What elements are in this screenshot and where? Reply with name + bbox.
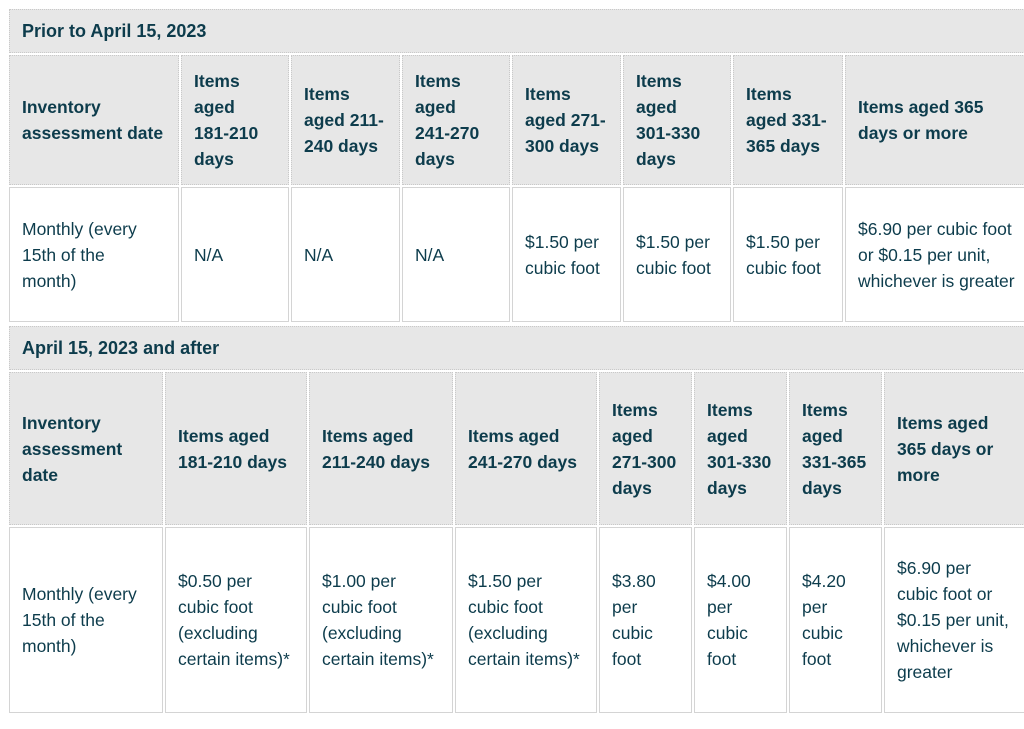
column-header-241-270: Items aged 241-270 days — [402, 55, 510, 185]
column-header-241-270: Items aged 241-270 days — [455, 372, 597, 525]
cell-fee-181-210: N/A — [181, 187, 289, 322]
header-row: Inventory assessment date Items aged 181… — [9, 372, 1024, 525]
cell-fee-241-270: N/A — [402, 187, 510, 322]
cell-fee-301-330: $4.00 per cubic foot — [694, 527, 787, 713]
column-header-331-365: Items aged 331-365 days — [789, 372, 882, 525]
cell-fee-241-270: $1.50 per cubic foot (excluding certain … — [455, 527, 597, 713]
column-header-331-365: Items aged 331-365 days — [733, 55, 843, 185]
fee-table-prior-april-15: Prior to April 15, 2023 Inventory assess… — [7, 7, 1024, 324]
cell-assessment-date: Monthly (every 15th of the month) — [9, 187, 179, 322]
cell-fee-365-plus: $6.90 per cubic foot or $0.15 per unit, … — [845, 187, 1024, 322]
cell-fee-365-plus: $6.90 per cubic foot or $0.15 per unit, … — [884, 527, 1024, 713]
column-header-211-240: Items aged 211-240 days — [291, 55, 400, 185]
column-header-301-330: Items aged 301-330 days — [694, 372, 787, 525]
column-header-assessment-date: Inventory assessment date — [9, 55, 179, 185]
column-header-271-300: Items aged 271-300 days — [599, 372, 692, 525]
cell-assessment-date: Monthly (every 15th of the month) — [9, 527, 163, 713]
column-header-211-240: Items aged 211-240 days — [309, 372, 453, 525]
cell-fee-301-330: $1.50 per cubic foot — [623, 187, 731, 322]
cell-fee-331-365: $4.20 per cubic foot — [789, 527, 882, 713]
section-title-prior: Prior to April 15, 2023 — [9, 9, 1024, 53]
column-header-365-plus: Items aged 365 days or more — [884, 372, 1024, 525]
column-header-365-plus: Items aged 365 days or more — [845, 55, 1024, 185]
fee-table-after-april-15: April 15, 2023 and after Inventory asses… — [7, 324, 1024, 715]
cell-fee-181-210: $0.50 per cubic foot (excluding certain … — [165, 527, 307, 713]
table-row: Monthly (every 15th of the month) N/A N/… — [9, 187, 1024, 322]
column-header-181-210: Items aged 181-210 days — [165, 372, 307, 525]
header-row: Inventory assessment date Items aged 181… — [9, 55, 1024, 185]
column-header-assessment-date: Inventory assessment date — [9, 372, 163, 525]
column-header-181-210: Items aged 181-210 days — [181, 55, 289, 185]
cell-fee-271-300: $3.80 per cubic foot — [599, 527, 692, 713]
table-row: Monthly (every 15th of the month) $0.50 … — [9, 527, 1024, 713]
cell-fee-331-365: $1.50 per cubic foot — [733, 187, 843, 322]
cell-fee-271-300: $1.50 per cubic foot — [512, 187, 621, 322]
column-header-301-330: Items aged 301-330 days — [623, 55, 731, 185]
section-title-after: April 15, 2023 and after — [9, 326, 1024, 370]
cell-fee-211-240: N/A — [291, 187, 400, 322]
cell-fee-211-240: $1.00 per cubic foot (excluding certain … — [309, 527, 453, 713]
column-header-271-300: Items aged 271-300 days — [512, 55, 621, 185]
